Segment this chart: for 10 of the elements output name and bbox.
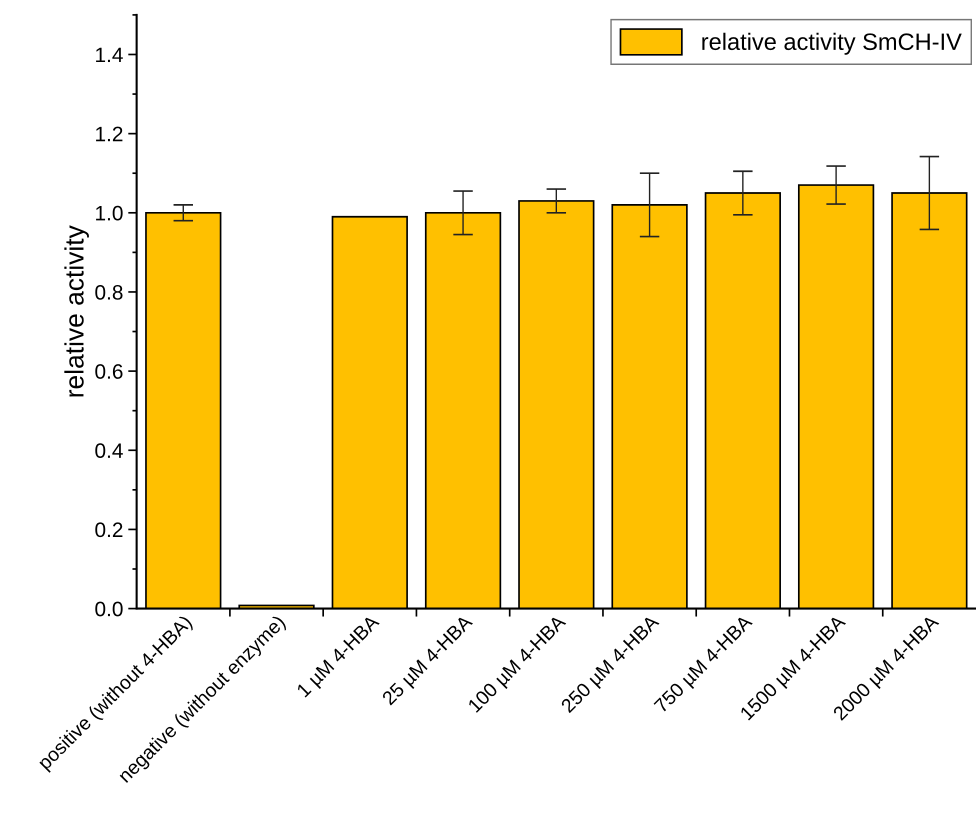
y-tick-label: 0.4 xyxy=(95,443,123,458)
y-tick-label: 1.2 xyxy=(96,126,122,142)
y-tick-label: 0.0 xyxy=(95,602,123,616)
y-tick-label: 1.0 xyxy=(96,206,123,221)
legend-label: relative activity SmCH-IV xyxy=(702,32,962,55)
y-tick-label: 0.2 xyxy=(95,522,122,538)
y-tick-label: 0.6 xyxy=(95,364,123,379)
y-axis-title: relative activity xyxy=(64,225,89,397)
y-tick-label: 0.8 xyxy=(95,284,123,300)
y-tick-label: 1.4 xyxy=(96,48,123,62)
